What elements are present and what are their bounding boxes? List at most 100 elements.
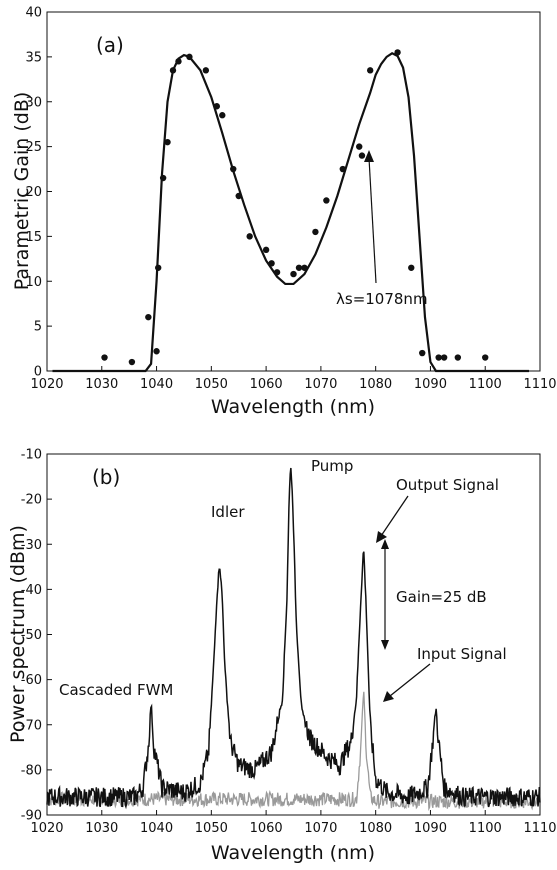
- a-y-tick-label: 40: [25, 6, 42, 21]
- a-y-tick-label: 30: [25, 95, 42, 110]
- annotation-arrowhead-output: [376, 531, 387, 543]
- data-point: [159, 174, 167, 182]
- annotation-cascaded-fwm: Cascaded FWM: [59, 681, 173, 699]
- annotation-idler: Idler: [211, 503, 245, 521]
- axis-ticks-a: 1020 1030 1040 1050 1060 1070 1080 1090 1100 1110…: [25, 6, 556, 393]
- series-line-input: [46, 691, 541, 812]
- data-point: [440, 354, 448, 361]
- a-x-tick-label: 1110: [523, 377, 556, 392]
- annotation-arrow-output: [380, 495, 409, 537]
- b-x-tick-label: 1100: [469, 821, 502, 836]
- data-point: [153, 348, 160, 355]
- data-point: [268, 260, 275, 267]
- data-point: [169, 67, 177, 74]
- a-y-tick-label: 0: [34, 365, 42, 380]
- data-point: [356, 143, 363, 150]
- data-point: [482, 354, 489, 361]
- b-x-tick-label: 1070: [304, 821, 337, 836]
- panel-a: 1020 1030 1040 1050 1060 1070 1080 1090 1100 1110…: [11, 6, 557, 419]
- data-point: [230, 165, 237, 173]
- a-x-tick-label: 1020: [30, 377, 63, 392]
- b-y-tick-label: -10: [21, 448, 42, 463]
- b-y-tick-label: -70: [21, 718, 42, 733]
- a-y-tick-label: 20: [25, 185, 42, 200]
- a-y-tick-label: 15: [25, 230, 42, 245]
- data-point: [290, 270, 297, 278]
- data-point: [246, 233, 253, 240]
- b-y-tick-label: -80: [21, 763, 42, 778]
- x-axis-label-a: Wavelength (nm): [211, 396, 375, 418]
- data-point: [262, 246, 270, 254]
- data-point: [128, 358, 136, 366]
- gain-bracket-arrowhead-bottom: [381, 640, 389, 650]
- a-x-tick-label: 1100: [469, 377, 502, 392]
- b-x-tick-label: 1030: [85, 821, 118, 836]
- annotation-pump: Pump: [311, 457, 353, 475]
- data-point: [394, 49, 401, 56]
- data-point: [213, 103, 221, 110]
- annotation-gain: Gain=25 dB: [396, 588, 487, 606]
- annotation-arrow-input: [389, 663, 431, 697]
- data-point: [155, 264, 162, 271]
- data-point: [323, 197, 330, 204]
- x-axis-label-b: Wavelength (nm): [211, 842, 375, 864]
- data-point: [145, 313, 152, 321]
- b-y-tick-label: -40: [21, 583, 42, 598]
- annotation-lambda-label: λs=1078nm: [336, 290, 428, 308]
- data-point: [295, 264, 303, 271]
- panel-label-a: (a): [96, 33, 124, 57]
- data-point: [408, 264, 415, 271]
- data-point: [164, 138, 171, 146]
- b-x-tick-label: 1080: [359, 821, 392, 836]
- annotation-input-signal: Input Signal: [417, 645, 507, 663]
- a-y-tick-label: 5: [34, 320, 42, 335]
- plot-frame-a: [46, 11, 541, 372]
- b-x-tick-label: 1090: [414, 821, 447, 836]
- data-point: [235, 192, 242, 200]
- annotation-arrow-lambda: [368, 157, 377, 284]
- data-point: [273, 269, 281, 276]
- b-x-tick-label: 1020: [30, 821, 63, 836]
- annotation-arrowhead-lambda: [364, 150, 374, 162]
- annotation-output-signal: Output Signal: [396, 476, 499, 494]
- b-x-tick-label: 1040: [140, 821, 173, 836]
- a-x-tick-label: 1090: [414, 377, 447, 392]
- axis-ticks-b: 1020 1030 1040 1050 1060 1070 1080 1090 1100 1110…: [21, 448, 557, 837]
- a-y-tick-label: 10: [25, 275, 42, 290]
- b-y-tick-label: -30: [21, 538, 42, 553]
- data-point: [435, 354, 442, 361]
- data-point: [301, 264, 308, 271]
- a-y-tick-label: 25: [25, 140, 42, 155]
- a-x-tick-label: 1030: [85, 377, 118, 392]
- series-line-fit: [52, 52, 530, 373]
- panel-b: 1020 1030 1040 1050 1060 1070 1080 1090 1100 1110…: [7, 448, 557, 865]
- y-axis-label-b: Power spectrum (dBm): [7, 525, 29, 743]
- b-y-tick-label: -50: [21, 628, 42, 643]
- data-point: [175, 58, 182, 65]
- a-x-tick-label: 1080: [359, 377, 392, 392]
- series-line-output: [46, 467, 541, 810]
- data-point: [186, 53, 193, 61]
- a-y-tick-label: 35: [25, 50, 42, 65]
- a-x-tick-label: 1050: [195, 377, 228, 392]
- data-point: [419, 349, 426, 357]
- series-points-measured: [101, 49, 489, 366]
- data-point: [219, 112, 226, 119]
- data-point: [358, 152, 366, 159]
- a-x-tick-label: 1060: [250, 377, 283, 392]
- data-point: [101, 354, 108, 361]
- gain-bracket-arrowhead-top: [381, 539, 389, 549]
- annotation-arrowhead-input: [383, 691, 394, 702]
- b-y-tick-label: -20: [21, 493, 42, 508]
- b-x-tick-label: 1110: [523, 821, 556, 836]
- data-point: [454, 354, 462, 361]
- data-point: [312, 228, 319, 236]
- data-point: [366, 67, 374, 74]
- data-point: [202, 67, 210, 74]
- b-y-tick-label: -90: [21, 809, 42, 824]
- b-y-tick-label: -60: [21, 673, 42, 688]
- b-x-tick-label: 1060: [250, 821, 283, 836]
- y-axis-label-a: Parametric Gain (dB): [11, 92, 33, 291]
- b-x-tick-label: 1050: [195, 821, 228, 836]
